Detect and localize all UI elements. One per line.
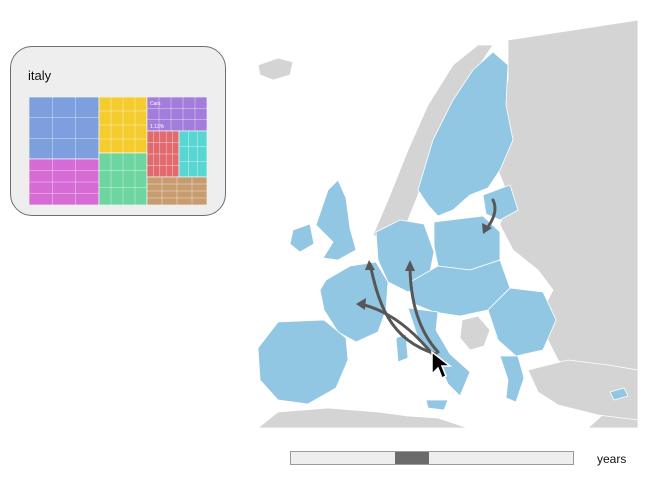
country-romania-bulgaria xyxy=(487,287,557,357)
country-france xyxy=(319,261,389,343)
arrow-to-germany xyxy=(408,262,440,354)
mouse-cursor-icon xyxy=(431,350,453,380)
arrow-heads xyxy=(356,223,492,310)
timeline-thumb[interactable] xyxy=(395,452,429,464)
arrowhead-germany xyxy=(405,260,415,271)
country-sweden-finland xyxy=(417,51,514,217)
export-treemap[interactable]: Cars 1.13% xyxy=(29,97,207,205)
arrow-to-germany-west xyxy=(368,262,438,356)
country-ireland xyxy=(289,223,315,253)
treemap-label: 1.13% xyxy=(150,124,165,130)
turkey-region xyxy=(527,359,638,421)
arrow-to-france xyxy=(358,302,436,358)
timeline-slider[interactable] xyxy=(290,451,574,465)
north-africa xyxy=(257,407,469,428)
country-cyprus xyxy=(609,387,629,401)
treemap-sector[interactable] xyxy=(178,130,207,178)
arrowhead-france xyxy=(356,298,366,310)
balkans-non-eu xyxy=(459,315,491,351)
eu-countries[interactable] xyxy=(257,51,629,411)
europe-map[interactable] xyxy=(238,20,638,428)
migration-arrows xyxy=(358,198,497,358)
country-greece xyxy=(499,355,525,403)
treemap-sector[interactable] xyxy=(29,97,100,160)
country-baltics xyxy=(482,184,519,221)
country-popup: italy Cars 1.13% xyxy=(10,46,226,216)
treemap-label: Cars xyxy=(150,101,161,107)
country-uk xyxy=(315,179,357,261)
country-spain-portugal xyxy=(257,319,349,405)
arrowhead-germany-west xyxy=(365,260,375,270)
iceland-shape xyxy=(257,57,294,81)
popup-country-label: italy xyxy=(28,68,52,83)
arrowhead-poland xyxy=(482,223,492,234)
timeline-label: years xyxy=(597,452,627,466)
